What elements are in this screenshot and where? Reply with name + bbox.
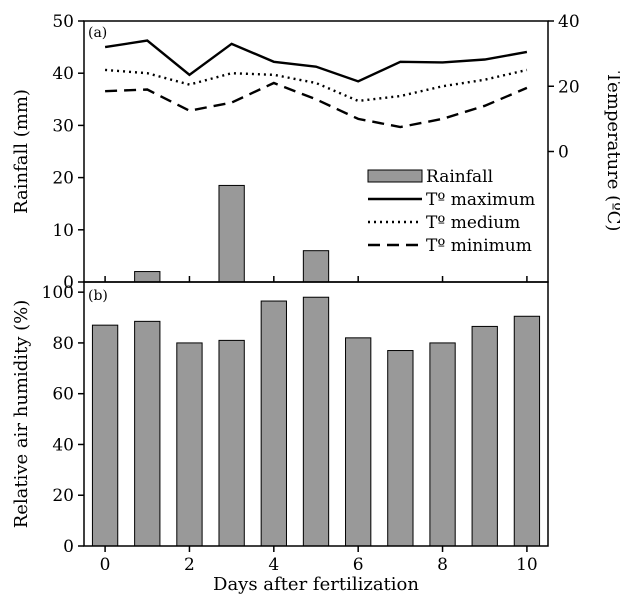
humidity-bar (345, 337, 372, 547)
tick-label: 100 (42, 283, 74, 303)
tick-label: 4 (268, 555, 279, 575)
humidity-bar (91, 324, 119, 547)
panel-a-rainfall-temperature: (a) 0 10 20 30 40 50 0 20 40 Rainfall (mm) Temp… (11, 12, 620, 293)
tick-label: 50 (52, 12, 74, 32)
temperature-line (104, 39, 528, 83)
tick-label: 8 (437, 555, 448, 575)
days-axis-label: Days after fertilization (213, 574, 419, 595)
tick-label: 30 (52, 116, 74, 136)
humidity-bar (471, 325, 498, 547)
tick-label: 80 (52, 334, 74, 354)
rainfall-bars (134, 184, 330, 283)
tick-label: 40 (558, 12, 580, 32)
rainfall-bar (302, 250, 330, 283)
legend-entry: Rainfall (426, 167, 493, 187)
days-axis-ticks: 0 2 4 6 8 10 (100, 546, 538, 575)
humidity-axis-ticks: 0 20 40 60 80 100 (42, 283, 84, 557)
rainfall-bar (134, 271, 161, 283)
tick-label: 0 (100, 555, 111, 575)
panel-b-frame (83, 281, 549, 547)
humidity-bar (134, 320, 161, 547)
tick-label: 0 (63, 273, 74, 293)
tick-label: 20 (558, 77, 580, 97)
tick-label: 10 (52, 221, 74, 241)
panel-b-humidity: (b) 0 20 40 60 80 100 0 2 4 6 8 10 Relative air hu… (11, 281, 549, 595)
panel-a-label: (a) (88, 25, 107, 41)
temperature-axis-ticks: 0 20 40 (548, 12, 580, 163)
temperature-lines (104, 39, 528, 129)
humidity-bar (176, 342, 203, 547)
panel-b-label: (b) (88, 288, 108, 304)
legend-entry: Tº minimum (426, 236, 532, 256)
tick-label: 40 (52, 435, 74, 455)
rainfall-axis-ticks: 0 10 20 30 40 50 (52, 12, 84, 293)
tick-label: 6 (353, 555, 364, 575)
rainfall-axis-label: Rainfall (mm) (11, 89, 32, 214)
tick-label: 60 (52, 385, 74, 405)
tick-label: 2 (184, 555, 195, 575)
tick-label: 10 (516, 555, 538, 575)
tick-label: 20 (52, 486, 74, 506)
temperature-line (105, 81, 528, 129)
tick-label: 0 (63, 537, 74, 557)
tick-label: 40 (52, 64, 74, 84)
temperature-line (104, 68, 528, 103)
tick-label: 20 (52, 169, 74, 189)
humidity-bar (387, 350, 414, 547)
humidity-bar (260, 300, 287, 547)
legend-entry: Tº medium (426, 213, 520, 233)
humidity-bars (91, 296, 541, 547)
humidity-bar (218, 339, 245, 547)
humidity-axis-label: Relative air humidity (%) (11, 300, 32, 529)
legend-swatch-rainfall (367, 169, 423, 183)
panel-a-x-ticks (104, 276, 528, 282)
temperature-axis-label: Temperature (ºC) (603, 72, 620, 232)
legend: Rainfall Tº maximum Tº medium Tº minimum (367, 167, 535, 256)
humidity-bar (302, 296, 330, 547)
rainfall-bar (218, 184, 245, 283)
tick-label: 0 (558, 143, 569, 163)
humidity-bar (429, 342, 456, 547)
legend-entry: Tº maximum (426, 190, 535, 210)
humidity-bar (513, 315, 541, 547)
